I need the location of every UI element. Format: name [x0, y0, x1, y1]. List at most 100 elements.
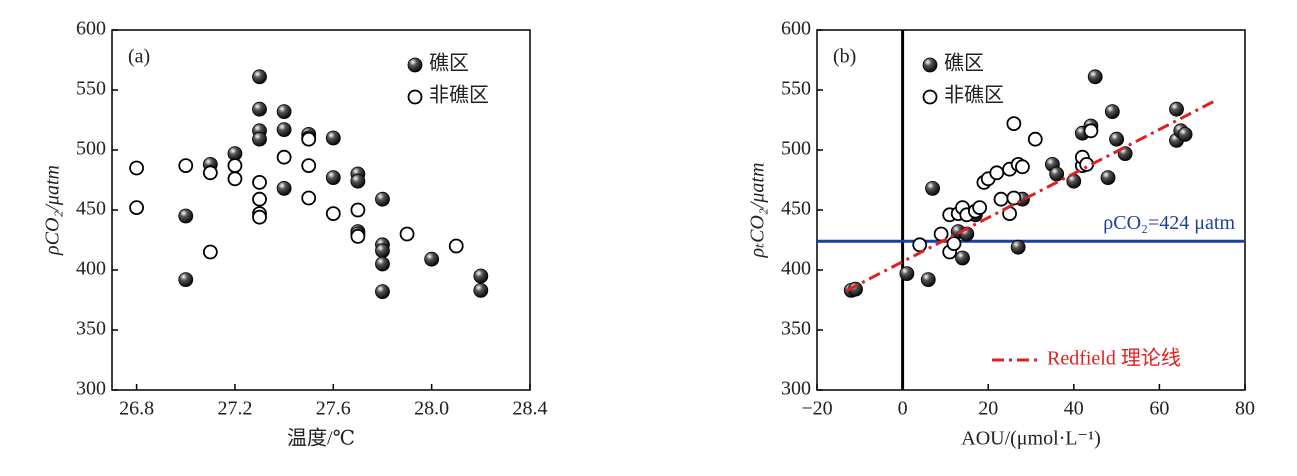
x-tick-label: 28.0	[414, 398, 449, 420]
non-reef-point	[227, 171, 243, 187]
y-tick-label: 450	[781, 198, 811, 220]
reef-point	[925, 180, 940, 196]
reef-point	[178, 208, 194, 224]
y-axis-label: ρCO₂/μatm	[42, 165, 64, 256]
reef-point	[955, 250, 970, 266]
non-reef-point	[276, 149, 292, 165]
reef-point	[1049, 166, 1065, 182]
non-reef-point	[227, 158, 243, 174]
non-reef-point	[350, 202, 366, 218]
non-reef-point	[946, 236, 962, 252]
non-reef-point	[202, 165, 218, 181]
non-reef-point	[129, 200, 144, 216]
non-reef-point	[252, 209, 267, 225]
reef-point	[375, 284, 390, 300]
reef-point	[252, 69, 267, 85]
reef-point	[1010, 239, 1026, 255]
panel-label: (a)	[128, 46, 150, 68]
panel-label: (b)	[833, 46, 856, 68]
reef-point	[1100, 170, 1116, 186]
y-tick-label: 400	[76, 258, 106, 280]
non-reef-point	[252, 174, 267, 190]
x-tick-label: 0	[898, 398, 908, 420]
reef-point	[375, 191, 390, 207]
y-tick-label: 400	[781, 258, 811, 280]
legend-marker	[407, 89, 423, 105]
y-tick-label: 350	[781, 318, 811, 340]
non-reef-point	[350, 228, 366, 244]
reference-label: ρCO₂=424 μatm	[1103, 212, 1235, 234]
reef-point	[473, 268, 489, 284]
x-axis-label: 温度/℃	[287, 427, 355, 450]
non-reef-point	[1015, 159, 1030, 175]
y-tick-label: 500	[781, 138, 811, 160]
y-tick-label: 600	[781, 18, 811, 40]
y-tick-label: 300	[781, 378, 811, 400]
non-reef-point	[1027, 131, 1043, 147]
non-reef-point	[399, 226, 415, 242]
x-tick-label: 40	[1064, 398, 1084, 420]
reef-point	[473, 282, 489, 298]
non-reef-point	[912, 237, 928, 253]
non-reef-point	[301, 190, 317, 206]
non-reef-point	[1083, 123, 1099, 139]
y-axis-label: ρₜCO₂/μatm	[747, 163, 769, 259]
legend-marker	[407, 57, 423, 73]
reef-point	[1104, 104, 1120, 119]
x-tick-label: 28.4	[513, 398, 548, 420]
non-reef-point	[325, 206, 341, 222]
x-axis-label: AOU/(μmol·L⁻¹)	[961, 428, 1100, 450]
reef-point	[424, 251, 440, 267]
x-tick-label: 27.6	[316, 398, 351, 420]
reef-point	[1177, 126, 1193, 142]
reef-point	[325, 170, 341, 186]
y-tick-label: 450	[76, 198, 106, 220]
reef-point	[1109, 131, 1124, 147]
redfield-line	[846, 99, 1216, 292]
legend-label: 非礁区	[429, 84, 489, 107]
non-reef-point	[993, 191, 1009, 207]
reef-point	[375, 256, 390, 272]
non-reef-point	[301, 131, 317, 147]
non-reef-point	[178, 158, 194, 174]
x-tick-label: 80	[1235, 398, 1255, 420]
reef-point	[276, 104, 292, 119]
reef-point	[375, 243, 390, 259]
x-tick-label: 60	[1149, 398, 1169, 420]
reef-point	[252, 101, 267, 117]
reef-point	[252, 131, 267, 147]
legend-label: 礁区	[944, 52, 984, 75]
legend-label: 礁区	[429, 52, 469, 75]
reef-point	[276, 180, 292, 196]
x-tick-label: 20	[978, 398, 998, 420]
non-reef-point	[1079, 156, 1095, 172]
reef-point	[920, 272, 936, 288]
reef-point	[899, 266, 915, 282]
plot-frame	[816, 29, 1246, 391]
legend-marker	[922, 89, 938, 105]
x-tick-label: 27.2	[217, 398, 252, 420]
non-reef-point	[129, 160, 144, 176]
reef-point	[1087, 69, 1103, 85]
reef-point	[178, 272, 194, 288]
y-tick-label: 350	[76, 318, 106, 340]
y-tick-label: 300	[76, 378, 106, 400]
non-reef-point	[989, 165, 1005, 181]
x-tick-label: −20	[801, 398, 832, 420]
x-tick-label: 26.8	[119, 398, 154, 420]
legend-label: 非礁区	[944, 84, 1004, 107]
legend-marker	[922, 57, 938, 73]
non-reef-point	[972, 200, 988, 216]
non-reef-point	[1006, 116, 1022, 131]
y-tick-label: 500	[76, 138, 106, 160]
reef-point	[1169, 101, 1184, 117]
reef-point	[350, 173, 366, 189]
legend-label: Redfield 理论线	[1047, 347, 1181, 370]
y-tick-label: 600	[76, 18, 106, 40]
non-reef-point	[301, 158, 317, 174]
non-reef-point	[202, 244, 218, 260]
y-tick-label: 550	[781, 78, 811, 100]
reef-point	[325, 130, 341, 146]
non-reef-point	[448, 238, 464, 254]
